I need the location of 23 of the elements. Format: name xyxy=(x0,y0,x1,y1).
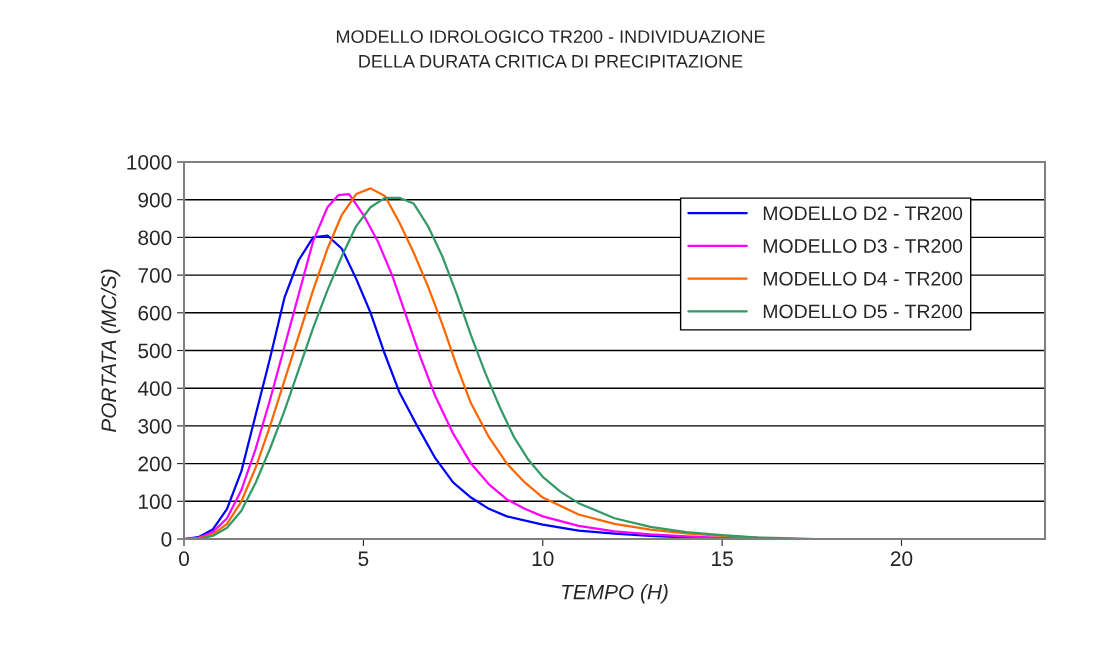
y-tick-label: 100 xyxy=(139,494,172,510)
x-tick-label: 20 xyxy=(890,551,913,567)
x-tick-label: 5 xyxy=(358,551,369,567)
y-axis-title: PORTATA (MC/S) xyxy=(100,269,121,433)
y-tick-label: 900 xyxy=(138,192,172,208)
legend-label: MODELLO D2 - TR200 xyxy=(763,206,963,221)
x-tick-label: 10 xyxy=(532,551,554,567)
legend-label: MODELLO D4 - TR200 xyxy=(763,271,963,286)
chart-title: MODELLO IDROLOGICO TR200 - INDIVIDUAZIONE DELLA DURATA CRITICA DI PRECIPITAZIONE xyxy=(336,30,765,68)
y-tick-label: 700 xyxy=(138,268,172,283)
y-tick-label: 600 xyxy=(138,305,172,321)
y-tick-label: 500 xyxy=(138,343,172,359)
x-tick-label: 0 xyxy=(179,551,189,567)
y-tick-label: 300 xyxy=(138,418,172,434)
x-axis-title: TEMPO (H) xyxy=(561,584,668,604)
y-tick-label: 800 xyxy=(138,230,172,246)
legend-label: MODELLO D5 - TR200 xyxy=(763,304,963,319)
x-tick-label: 15 xyxy=(712,551,733,567)
y-tick-label: 400 xyxy=(137,381,172,396)
y-tick-label: 1000 xyxy=(127,155,172,170)
y-tick-label: 0 xyxy=(161,532,172,547)
legend-label: MODELLO D3 - TR200 xyxy=(763,239,963,253)
y-tick-label: 200 xyxy=(138,456,172,472)
